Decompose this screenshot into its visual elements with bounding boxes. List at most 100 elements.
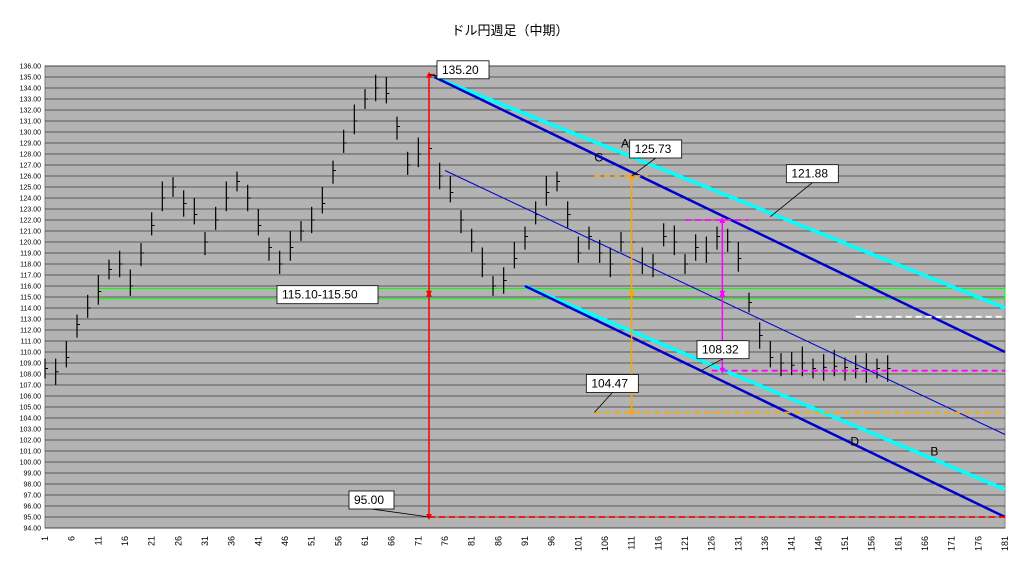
callout-box bbox=[629, 139, 683, 159]
x-tick-label: 66 bbox=[387, 536, 397, 546]
y-tick-label: 100.00 bbox=[20, 460, 42, 467]
y-tick-label: 103.00 bbox=[20, 427, 42, 434]
trendline-d bbox=[524, 284, 1006, 519]
x-tick-label: 171 bbox=[947, 536, 957, 551]
x-tick-label: 36 bbox=[227, 536, 237, 546]
y-tick-label: 125.00 bbox=[20, 185, 42, 192]
callout-label: 121.88 bbox=[791, 167, 828, 181]
callout-box bbox=[348, 490, 395, 510]
callout-label: 135.20 bbox=[442, 63, 479, 77]
x-tick-label: 71 bbox=[413, 536, 423, 546]
y-tick-label: 94.00 bbox=[23, 526, 41, 533]
x-tick-label: 21 bbox=[147, 536, 157, 546]
y-tick-label: 122.00 bbox=[20, 218, 42, 225]
y-tick-label: 95.00 bbox=[23, 515, 41, 522]
callout-box bbox=[785, 164, 839, 184]
trendline-letter: B bbox=[930, 444, 938, 458]
y-tick-label: 128.00 bbox=[20, 152, 42, 159]
callout-label: 108.32 bbox=[702, 343, 739, 357]
callout-pointer bbox=[631, 157, 656, 177]
x-tick-label: 41 bbox=[253, 536, 263, 546]
y-tick-label: 113.00 bbox=[20, 317, 41, 324]
y-tick-label: 114.00 bbox=[20, 306, 41, 313]
y-tick-label: 129.00 bbox=[20, 141, 42, 148]
x-tick-label: 121 bbox=[680, 536, 690, 551]
callout-box bbox=[276, 285, 379, 305]
callout-pointer bbox=[371, 508, 430, 518]
callout-pointer bbox=[770, 182, 813, 218]
y-tick-label: 126.00 bbox=[20, 174, 42, 181]
y-tick-label: 123.00 bbox=[20, 207, 42, 214]
y-tick-label: 121.00 bbox=[20, 229, 42, 236]
callout-box bbox=[436, 60, 490, 80]
x-tick-label: 106 bbox=[600, 536, 610, 551]
y-tick-label: 107.00 bbox=[20, 383, 42, 390]
y-tick-label: 102.00 bbox=[20, 438, 42, 445]
x-tick-label: 111 bbox=[627, 536, 637, 550]
y-tick-label: 105.00 bbox=[20, 405, 42, 412]
y-tick-label: 135.00 bbox=[20, 75, 42, 82]
x-tick-label: 161 bbox=[893, 536, 903, 551]
y-tick-label: 101.00 bbox=[20, 449, 42, 456]
y-tick-label: 108.00 bbox=[20, 372, 42, 379]
x-tick-label: 131 bbox=[733, 536, 743, 551]
trendline-letter: C bbox=[594, 151, 603, 165]
x-tick-label: 81 bbox=[467, 536, 477, 546]
x-tick-label: 76 bbox=[440, 536, 450, 546]
trendline-a bbox=[433, 75, 1006, 310]
y-tick-label: 97.00 bbox=[23, 493, 41, 500]
y-tick-label: 112.00 bbox=[20, 328, 41, 335]
x-tick-label: 181 bbox=[1000, 536, 1010, 551]
x-tick-label: 56 bbox=[333, 536, 343, 546]
y-tick-label: 136.00 bbox=[20, 64, 42, 71]
x-tick-label: 31 bbox=[200, 536, 210, 546]
y-tick-label: 96.00 bbox=[23, 504, 41, 511]
trendline-c bbox=[433, 75, 1006, 354]
callout-box bbox=[696, 340, 750, 360]
x-tick-label: 146 bbox=[813, 536, 823, 551]
y-tick-label: 127.00 bbox=[20, 163, 42, 170]
x-tick-label: 151 bbox=[840, 536, 850, 551]
chart-title: ドル円週足（中期） bbox=[451, 24, 569, 39]
y-tick-label: 110.00 bbox=[20, 350, 41, 357]
y-tick-label: 118.00 bbox=[20, 262, 41, 269]
y-tick-label: 119.00 bbox=[20, 251, 41, 258]
x-tick-label: 116 bbox=[653, 536, 663, 550]
x-tick-label: 61 bbox=[360, 536, 370, 546]
trendline-letter: A bbox=[621, 136, 629, 150]
x-tick-label: 46 bbox=[280, 536, 290, 546]
x-tick-label: 176 bbox=[973, 536, 983, 551]
callout-label: 104.47 bbox=[591, 377, 628, 391]
y-tick-label: 98.00 bbox=[23, 482, 41, 489]
x-tick-label: 6 bbox=[67, 536, 77, 541]
x-tick-label: 16 bbox=[120, 536, 130, 546]
callout-label: 95.00 bbox=[354, 493, 384, 507]
y-tick-label: 109.00 bbox=[20, 361, 42, 368]
x-tick-label: 126 bbox=[707, 536, 717, 551]
y-tick-label: 99.00 bbox=[23, 471, 41, 478]
x-tick-label: 101 bbox=[573, 536, 583, 551]
x-tick-label: 11 bbox=[93, 536, 103, 545]
y-tick-label: 131.00 bbox=[20, 119, 42, 126]
x-tick-label: 96 bbox=[547, 536, 557, 546]
x-tick-label: 26 bbox=[173, 536, 183, 546]
y-tick-label: 106.00 bbox=[20, 394, 42, 401]
x-tick-label: 91 bbox=[520, 536, 530, 546]
callout-label: 115.10-115.50 bbox=[282, 288, 358, 302]
trendline-letter: D bbox=[850, 435, 859, 449]
y-tick-label: 111.00 bbox=[21, 339, 41, 346]
y-tick-label: 130.00 bbox=[20, 130, 42, 137]
y-tick-label: 104.00 bbox=[20, 416, 42, 423]
callout-label: 125.73 bbox=[635, 142, 672, 156]
callout-pointer bbox=[594, 392, 613, 413]
x-tick-label: 156 bbox=[867, 536, 877, 551]
y-tick-label: 133.00 bbox=[20, 97, 42, 104]
y-tick-label: 116.00 bbox=[20, 284, 41, 291]
x-tick-label: 136 bbox=[760, 536, 770, 551]
y-tick-label: 134.00 bbox=[20, 86, 42, 93]
callout-pointer bbox=[700, 358, 724, 372]
x-tick-label: 141 bbox=[787, 536, 797, 551]
y-tick-label: 132.00 bbox=[20, 108, 42, 115]
y-tick-label: 117.00 bbox=[20, 273, 41, 280]
